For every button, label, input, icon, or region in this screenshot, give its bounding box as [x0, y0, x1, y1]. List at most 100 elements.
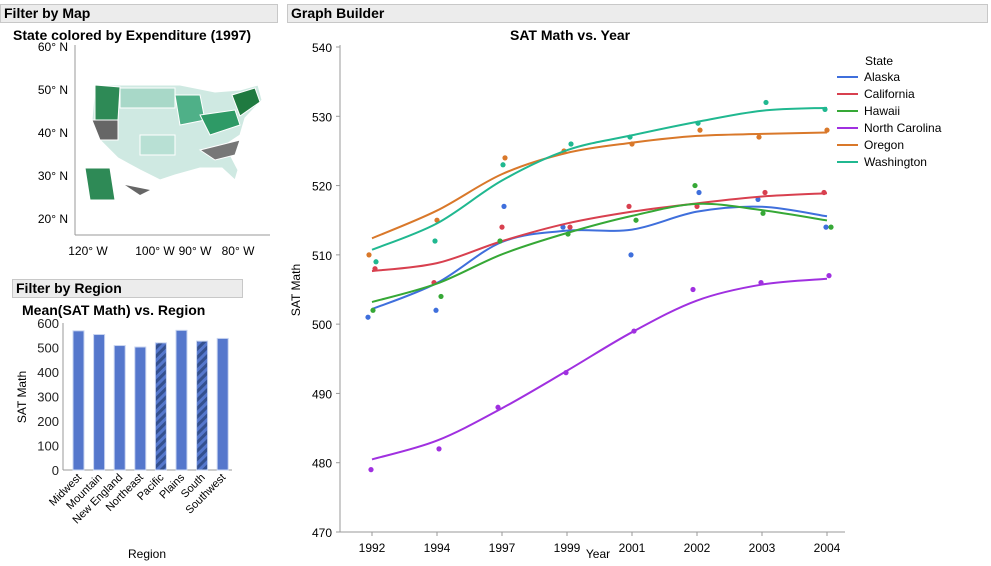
line-y-tick-label: 540	[312, 41, 332, 55]
graph-builder-header[interactable]: Graph Builder	[287, 4, 988, 23]
legend-item[interactable]: North Carolina	[864, 121, 942, 135]
us-map[interactable]	[84, 84, 263, 201]
data-point[interactable]	[762, 189, 768, 196]
data-point[interactable]	[499, 224, 505, 230]
bar-chart-title: Mean(SAT Math) vs. Region	[22, 302, 206, 318]
data-point[interactable]	[495, 404, 501, 410]
data-point[interactable]	[695, 120, 701, 126]
data-point[interactable]	[434, 217, 440, 223]
smoother-california[interactable]	[371, 192, 828, 273]
smoother-hawaii[interactable]	[371, 202, 828, 303]
bar-y-tick-label: 0	[52, 463, 59, 478]
bar-plains[interactable]	[175, 329, 188, 471]
line-y-tick-label: 480	[312, 457, 332, 471]
data-point[interactable]	[365, 314, 371, 320]
data-point[interactable]	[822, 106, 828, 112]
map-chart[interactable]: 60° N 50° N 40° N 30° N 20° N 120° W 100° W 90°…	[0, 40, 280, 265]
data-point[interactable]	[694, 203, 700, 209]
legend-item[interactable]: Oregon	[864, 138, 904, 152]
data-point[interactable]	[438, 293, 444, 300]
legend-item[interactable]: Washington	[864, 155, 927, 169]
data-point[interactable]	[631, 328, 637, 334]
bar-northeast[interactable]	[134, 346, 147, 471]
lat-tick-label: 30° N	[38, 169, 68, 183]
line-y-tick-label: 530	[312, 110, 332, 124]
line-chart-title: SAT Math vs. Year	[510, 27, 631, 43]
legend-item[interactable]: Alaska	[864, 70, 900, 84]
data-point[interactable]	[372, 266, 378, 272]
lon-tick-label: 120° W	[68, 244, 108, 258]
smoother-oregon[interactable]	[371, 131, 828, 240]
bar-new-england[interactable]	[113, 345, 126, 471]
line-x-tick-label: 1992	[359, 541, 386, 555]
data-point[interactable]	[824, 127, 830, 133]
data-point[interactable]	[756, 134, 762, 140]
line-y-tick-label: 490	[312, 387, 332, 401]
filter-by-region-header[interactable]: Filter by Region	[12, 279, 243, 298]
data-point[interactable]	[628, 252, 634, 258]
data-point[interactable]	[826, 273, 832, 279]
map-title: State colored by Expenditure (1997)	[13, 27, 252, 43]
data-point[interactable]	[626, 203, 632, 209]
data-point[interactable]	[760, 210, 766, 216]
bar-y-tick-label: 500	[37, 341, 59, 356]
line-x-tick-label: 1997	[489, 541, 516, 555]
data-point[interactable]	[500, 162, 506, 168]
data-point[interactable]	[370, 307, 376, 313]
line-x-tick-label: 2002	[684, 541, 711, 555]
data-point[interactable]	[501, 203, 507, 209]
data-point[interactable]	[436, 446, 442, 452]
data-point[interactable]	[373, 259, 379, 265]
bar-pacific[interactable]	[154, 342, 167, 471]
bar-midwest[interactable]	[72, 330, 85, 471]
data-point[interactable]	[823, 224, 829, 230]
lat-tick-label: 40° N	[38, 126, 68, 140]
bar-y-tick-label: 100	[37, 439, 59, 454]
data-point[interactable]	[567, 224, 573, 230]
data-point[interactable]	[633, 217, 639, 223]
line-y-tick-label: 470	[312, 526, 332, 540]
smoother-alaska[interactable]	[371, 205, 828, 311]
data-point[interactable]	[497, 238, 503, 244]
data-point[interactable]	[828, 224, 834, 230]
data-point[interactable]	[692, 182, 698, 189]
data-point[interactable]	[758, 279, 764, 286]
data-point[interactable]	[432, 238, 438, 244]
data-point[interactable]	[502, 155, 508, 161]
line-y-axis-label: SAT Math	[289, 264, 303, 316]
legend-item[interactable]: California	[864, 87, 915, 101]
data-point[interactable]	[755, 196, 761, 203]
data-point[interactable]	[563, 370, 569, 376]
data-point[interactable]	[697, 127, 703, 133]
bar-southwest[interactable]	[216, 337, 229, 471]
data-point[interactable]	[366, 252, 372, 258]
data-point[interactable]	[560, 224, 566, 230]
data-point[interactable]	[568, 141, 574, 147]
line-x-tick-label: 1999	[554, 541, 581, 555]
bar-south[interactable]	[196, 340, 209, 471]
smoother-washington[interactable]	[371, 106, 828, 251]
data-point[interactable]	[565, 231, 571, 237]
lon-tick-label: 80° W	[222, 244, 255, 258]
data-point[interactable]	[627, 134, 633, 140]
bar-mountain[interactable]	[93, 334, 106, 471]
data-point[interactable]	[433, 307, 439, 313]
lon-tick-label: 100° W	[135, 244, 175, 258]
bar-y-tick-label: 300	[37, 390, 59, 405]
data-point[interactable]	[629, 141, 635, 147]
data-point[interactable]	[821, 189, 827, 196]
legend-title: State	[865, 54, 893, 68]
lat-tick-label: 60° N	[38, 40, 68, 54]
legend-item[interactable]: Hawaii	[864, 104, 900, 118]
data-point[interactable]	[690, 286, 696, 293]
line-y-tick-label: 520	[312, 180, 332, 194]
filter-by-map-header[interactable]: Filter by Map	[0, 4, 278, 23]
line-chart[interactable]: 470 480 490 500 510 520 530 540 1992 1994 1997 1999…	[280, 40, 991, 566]
smoother-north-carolina[interactable]	[371, 277, 828, 461]
lon-tick-label: 90° W	[179, 244, 212, 258]
data-point[interactable]	[368, 467, 374, 473]
data-point[interactable]	[696, 189, 702, 196]
lat-tick-label: 20° N	[38, 212, 68, 226]
data-point[interactable]	[763, 99, 769, 106]
